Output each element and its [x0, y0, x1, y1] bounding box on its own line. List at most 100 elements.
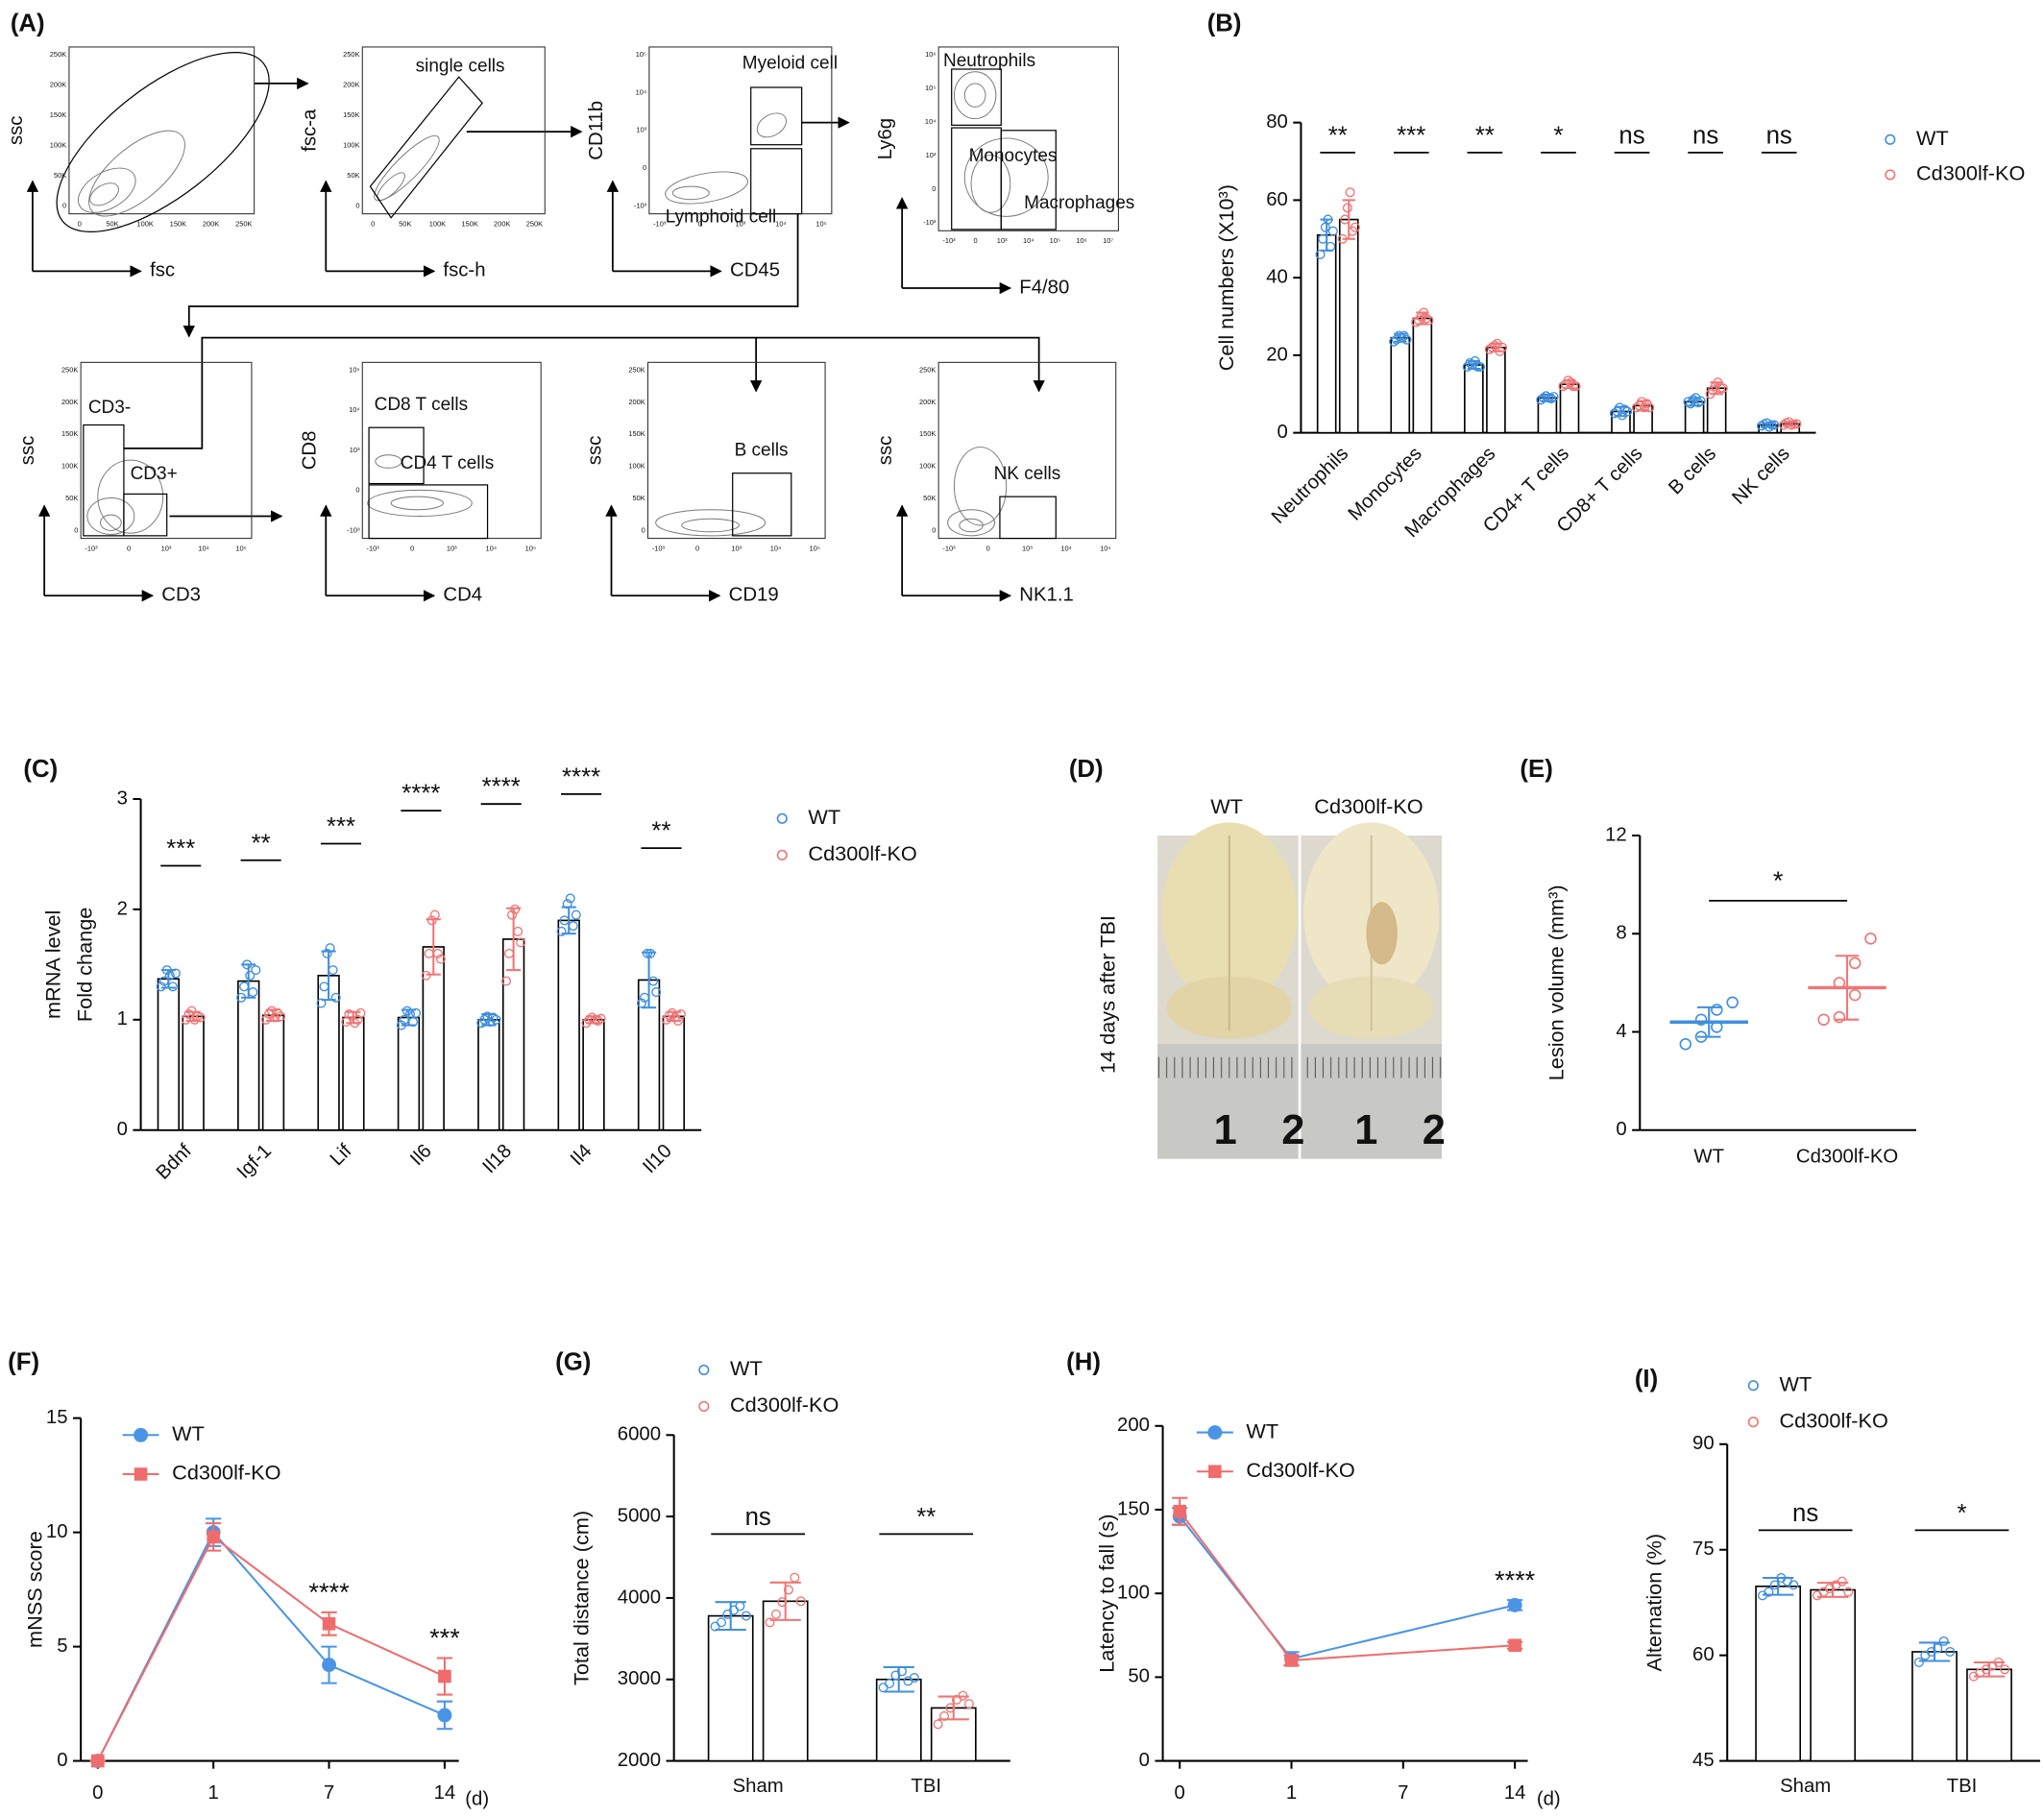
panel-label: (B): [1207, 11, 1242, 37]
legend-label: Cd300lf-KO: [808, 841, 916, 865]
data-point: [909, 1673, 919, 1684]
flow-x-tick: 200K: [203, 219, 219, 228]
data-point: [411, 1007, 422, 1018]
legend-marker: [1885, 169, 1896, 181]
flow-y-tick: 0: [642, 525, 645, 534]
data-point: [596, 1013, 606, 1024]
significance: ***: [1397, 122, 1425, 149]
legend-marker: [1747, 1417, 1759, 1428]
significance: **: [1328, 122, 1348, 149]
bar: [477, 1018, 500, 1131]
flow-x-tick: 250K: [526, 219, 543, 228]
bar: [662, 1015, 686, 1131]
data-point: [273, 1007, 283, 1018]
flow-x-tick: 10³: [1022, 544, 1033, 552]
x-tick-label: Igf-1: [233, 1140, 276, 1182]
flow-x-tick: 10³: [447, 544, 457, 552]
flow-y-tick: 150K: [61, 429, 78, 438]
gate: [1000, 130, 1057, 230]
y-tick-label: 0: [1616, 1119, 1626, 1140]
gate-label: Monocytes: [969, 146, 1058, 166]
x-tick-label: Bdnf: [153, 1140, 196, 1183]
flow-x-tick: 250K: [235, 219, 252, 228]
y-tick-label: 0: [117, 1119, 128, 1140]
y-axis-label: mRNA level: [41, 910, 65, 1019]
data-point: [1788, 1580, 1799, 1590]
legend-marker: [1747, 1380, 1759, 1392]
data-point: [429, 909, 440, 920]
plot-frame: [361, 46, 546, 215]
data-point: [1779, 420, 1789, 430]
data-point: [783, 1585, 793, 1595]
contour: [89, 182, 119, 206]
plot-frame: [937, 46, 1119, 231]
data-point: [195, 1012, 206, 1023]
data-point: [1424, 315, 1434, 326]
significance: ns: [1792, 1500, 1818, 1527]
gate: [999, 496, 1057, 540]
flow-y-tick: 250K: [343, 50, 359, 59]
x-tick-label: Il4: [567, 1140, 596, 1170]
y-tick-label: 60: [1692, 1644, 1715, 1665]
ruler-label: 2: [1281, 1107, 1304, 1153]
gate-label: CD4 T cells: [401, 453, 494, 473]
y-tick-label: 2000: [618, 1750, 661, 1771]
data-point: [939, 1710, 950, 1721]
legend-marker: [134, 1467, 148, 1481]
legend-label: WT: [808, 805, 840, 829]
data-point: [479, 1014, 490, 1025]
contour: [953, 71, 997, 120]
y-tick-label: 4: [1616, 1021, 1626, 1042]
flow-x-tick: 10³: [731, 544, 742, 552]
flow-y-tick: 200K: [61, 398, 78, 406]
flow-y-tick: 200K: [628, 398, 645, 406]
photo-label: WT: [1210, 794, 1243, 818]
data-point: [1394, 330, 1404, 341]
data-point: [500, 976, 512, 986]
flow-y-tick: 0: [643, 163, 646, 172]
y-tick-label: 0: [1278, 422, 1288, 443]
flow-x-label: CD19: [729, 585, 779, 606]
flow-y-tick: -10³: [923, 218, 937, 227]
bar: [1559, 383, 1580, 434]
significance: **: [252, 830, 271, 857]
data-point: [571, 909, 581, 920]
x-tick-label: 14: [434, 1782, 456, 1804]
flow-x-label: F4/80: [1019, 277, 1069, 298]
data-point: [316, 998, 327, 1008]
x-tick-label: 0: [1175, 1782, 1185, 1804]
data-point: [1933, 1643, 1943, 1654]
data-point: [402, 1005, 412, 1016]
significance: **: [651, 818, 670, 845]
gate: [750, 86, 803, 146]
data-point: [1326, 241, 1336, 252]
legend-marker: [134, 1427, 149, 1442]
contour: [78, 167, 136, 213]
flow-y-tick: -10³: [634, 201, 647, 209]
data-point: [1791, 419, 1802, 429]
flow-x-label: CD3: [161, 585, 201, 606]
data-point: [1558, 381, 1569, 392]
contour: [390, 496, 444, 511]
data-point: [245, 970, 256, 981]
flow-y-tick: 10⁶: [925, 50, 936, 59]
data-point: [1465, 357, 1475, 368]
bar: [762, 1600, 809, 1762]
bar: [557, 919, 580, 1131]
flow-y-tick: 250K: [628, 365, 645, 374]
flow-y-tick: 0: [355, 486, 359, 495]
y-tick-label: 100: [1117, 1583, 1150, 1604]
brain-photo: WT Cd300lf-KO 14 days after TBI 1 2 1 2: [1096, 794, 1446, 1159]
y-tick-label: 80: [1266, 111, 1288, 133]
data-point: [421, 970, 431, 981]
data-point: [260, 1014, 271, 1025]
legend-label: WT: [1246, 1418, 1278, 1442]
data-point: [664, 1010, 674, 1021]
significance: ns: [1766, 122, 1792, 149]
y-tick-label: 12: [1605, 824, 1627, 845]
y-axis-label: Latency to fall (s): [1094, 1514, 1118, 1673]
y-tick-label: 0: [57, 1750, 67, 1771]
data-point: [790, 1572, 800, 1583]
flow-x-tick: 0: [127, 544, 131, 552]
panel-labels: (A) (B) (C) (D) (E) (F) (G) (H) (I): [8, 11, 1658, 1393]
